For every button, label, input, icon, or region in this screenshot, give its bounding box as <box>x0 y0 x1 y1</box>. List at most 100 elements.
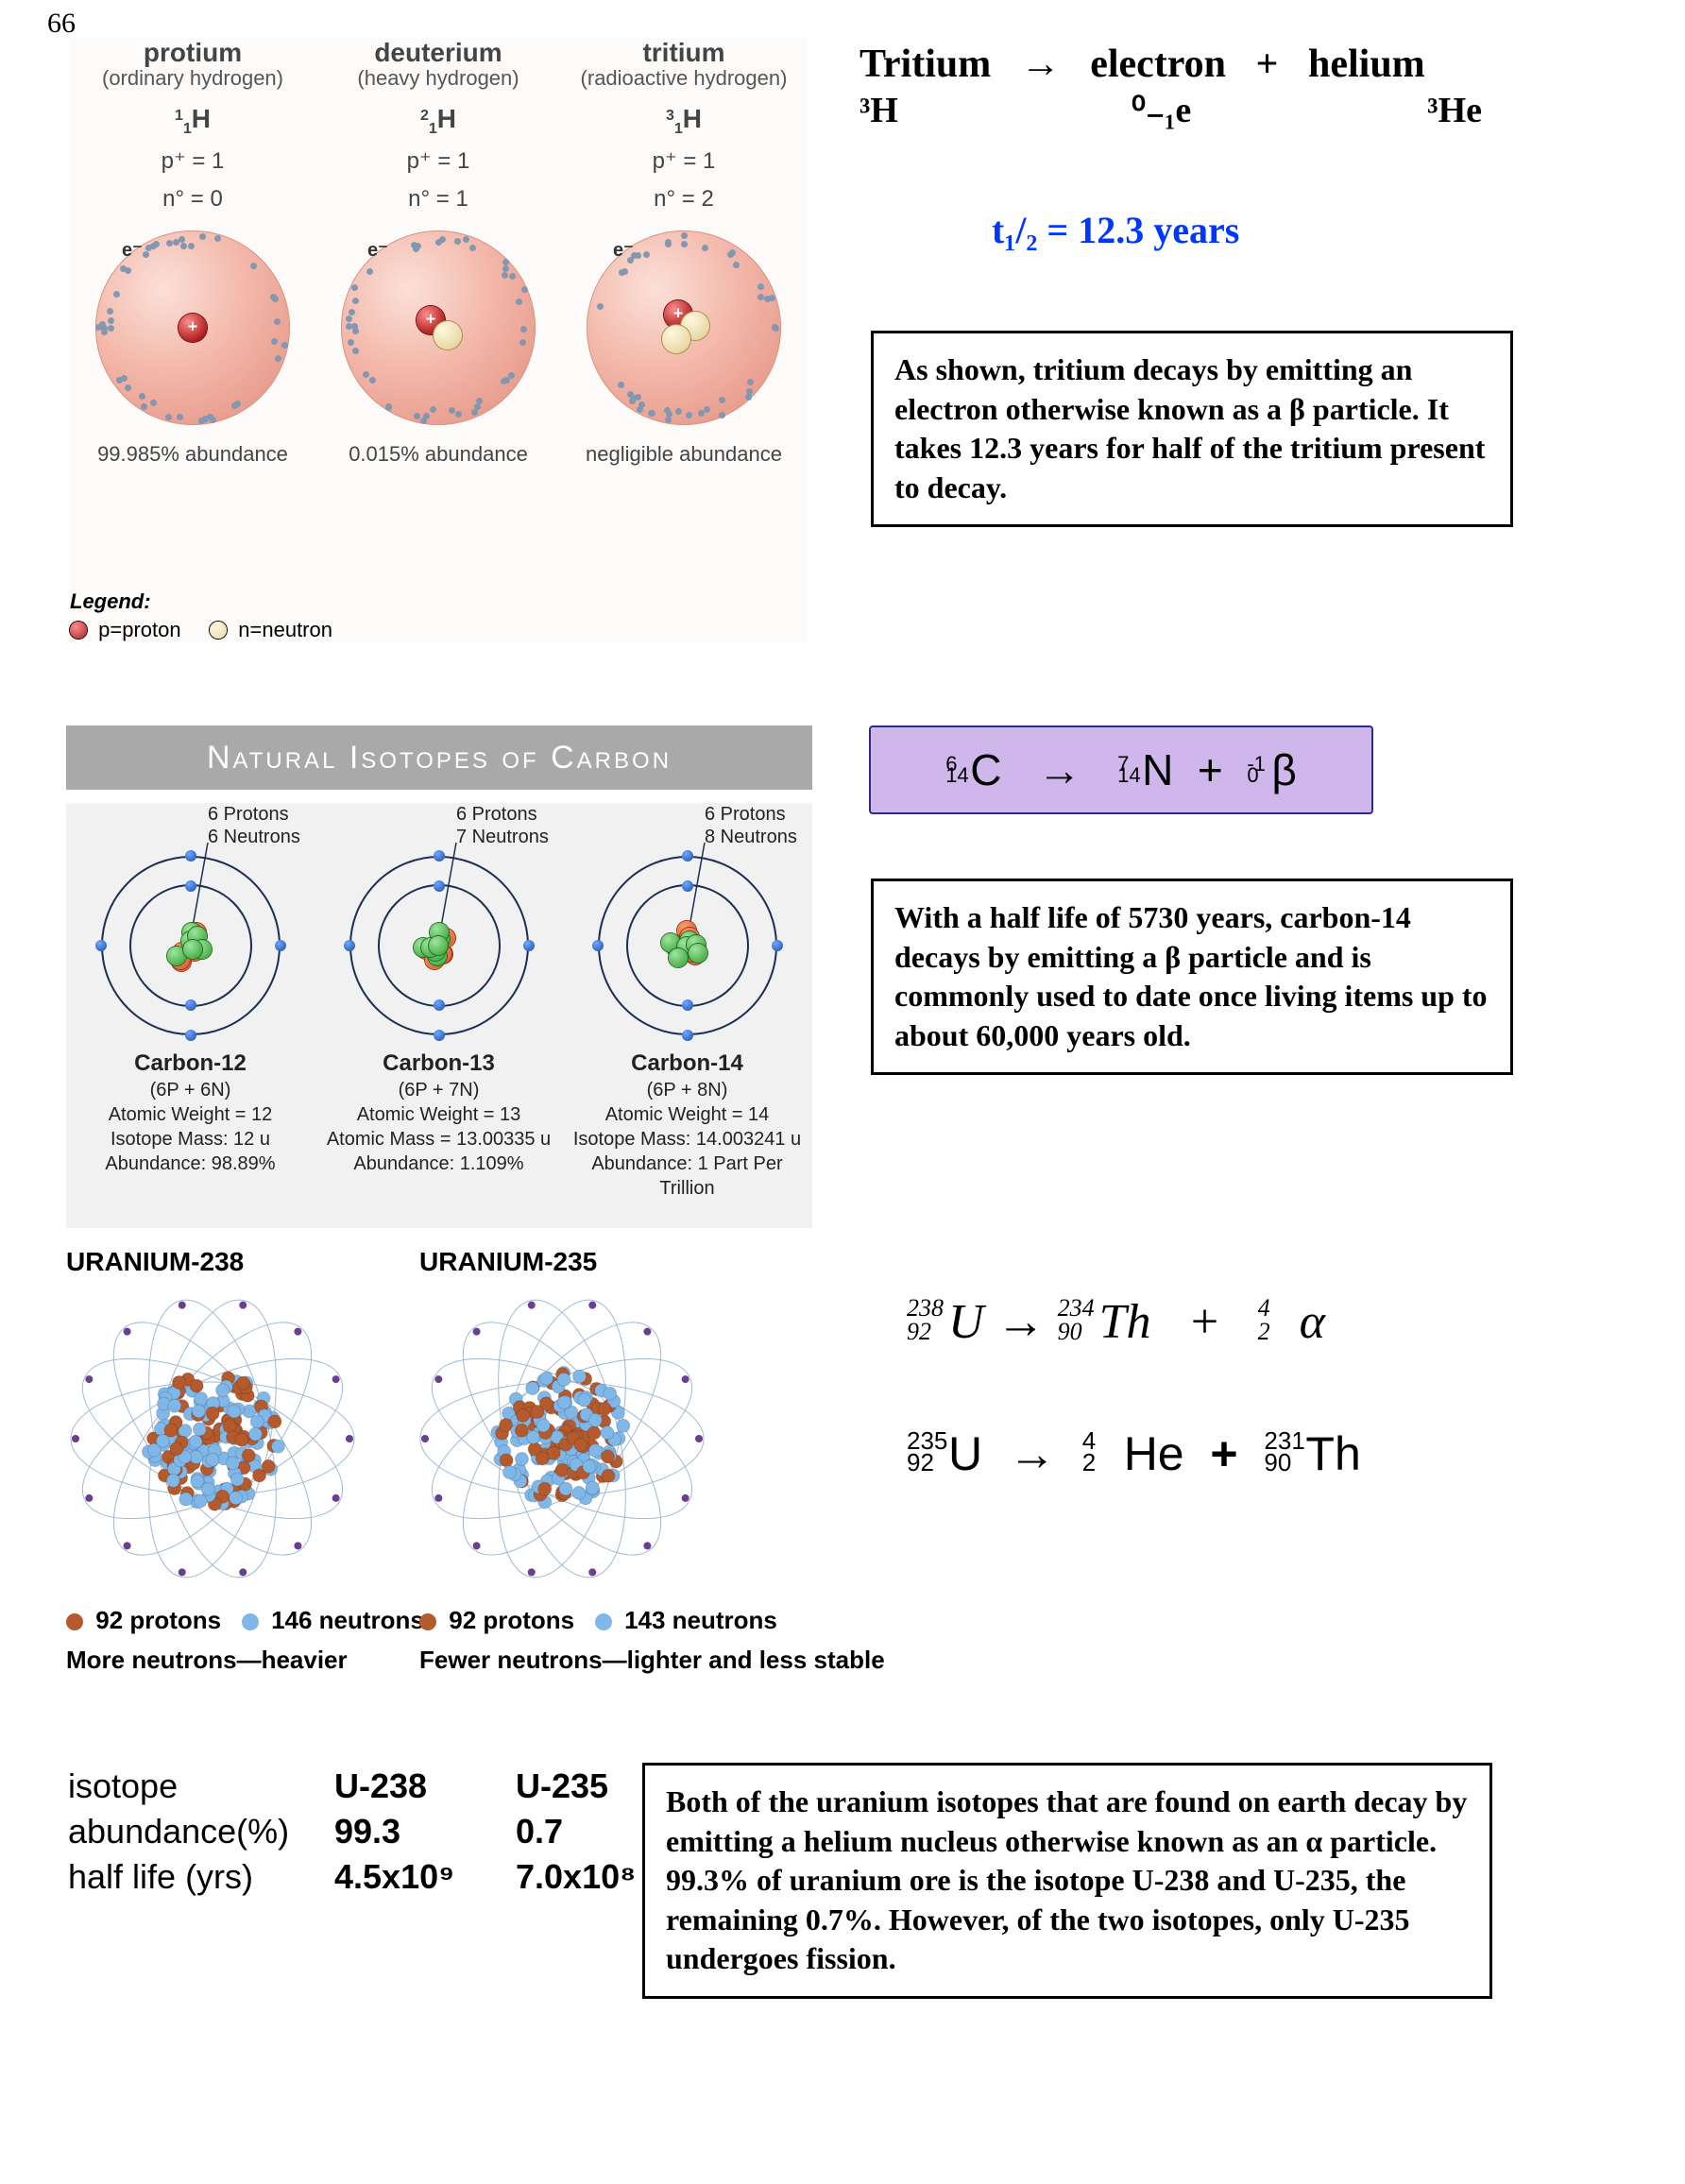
carbon-nucleus <box>409 915 469 976</box>
hydrogen-isotopes-panel: protium(ordinary hydrogen)11Hp⁺ = 1n° = … <box>70 38 807 642</box>
neutron-dot-icon <box>242 1613 259 1630</box>
h-name: deuterium <box>315 38 561 68</box>
h-protons: p⁺ = 1 <box>561 147 807 176</box>
carbon14-decay-equation: 14 6 C → 14 7 N + 0 -1 β <box>869 725 1373 814</box>
isotope-sphere: e⁻ <box>341 230 536 425</box>
legend-proton-label: p=proton <box>98 618 180 641</box>
u238-lhs: 238 92 U <box>907 1294 984 1350</box>
proton-dot-icon <box>66 1613 83 1630</box>
hydrogen-col-deuterium: deuterium(heavy hydrogen)21Hp⁺ = 1n° = 1… <box>315 38 561 467</box>
table-cell: half life (yrs) <box>68 1855 332 1899</box>
tritium-decay-equation: Tritium → electron + helium ³H ⁰₋₁e ³He <box>860 42 1634 131</box>
u238-atom-diagram <box>66 1292 359 1585</box>
u238-rhs2-X: α <box>1300 1295 1325 1349</box>
legend-title: Legend: <box>70 589 332 614</box>
table-cell: 4.5x10⁹ <box>334 1855 514 1899</box>
uranium-table: isotopeU-238U-235abundance(%)99.30.7half… <box>66 1763 697 1901</box>
u238-rhs1-Z: 90 <box>1058 1318 1082 1346</box>
u238-plus: + <box>1187 1295 1220 1349</box>
eq-arrow: → <box>1021 43 1061 86</box>
eq-sym-3h: ³H <box>860 90 1030 131</box>
carbon-col-c13: 6 Protons7 NeutronsCarbon-13(6P + 7N)Ato… <box>315 803 563 1176</box>
c14-rhs2: 0 -1 β <box>1247 727 1296 812</box>
h-protons: p⁺ = 1 <box>70 147 315 176</box>
hydrogen-legend: Legend: p=proton n=neutron <box>70 589 332 642</box>
table-row: abundance(%)99.30.7 <box>68 1810 695 1853</box>
proton-dot-icon <box>419 1613 436 1630</box>
u238-decay-equation: 238 92 U → 234 90 Th + 4 2 α <box>907 1294 1325 1350</box>
uranium-table-inner: isotopeU-238U-235abundance(%)99.30.7half… <box>66 1763 697 1901</box>
carbon-isotopes-panel: 6 Protons6 NeutronsCarbon-12(6P + 6N)Ato… <box>66 803 812 1228</box>
isotope-sphere: e⁻ <box>95 230 290 425</box>
u235-atom-diagram <box>416 1292 708 1585</box>
table-cell: abundance(%) <box>68 1810 332 1853</box>
u235-lhs-X: U <box>948 1427 982 1480</box>
u235-protons: 92 protons <box>449 1606 574 1634</box>
u238-lhs-Z: 92 <box>907 1318 931 1346</box>
u238-neutrons: 146 neutrons <box>271 1606 424 1634</box>
u235-rhs1-X: He <box>1124 1427 1184 1480</box>
hydrogen-col-protium: protium(ordinary hydrogen)11Hp⁺ = 1n° = … <box>70 38 315 467</box>
u238-rhs2-Z: 2 <box>1258 1318 1270 1346</box>
u238-legend: 92 protons 146 neutrons <box>66 1606 424 1635</box>
u235-title: URANIUM-235 <box>419 1247 597 1277</box>
hydrogen-col-tritium: tritium(radioactive hydrogen) 31H p⁺ = 1 n°… <box>561 38 807 467</box>
carbon-atom <box>101 856 281 1035</box>
u238-rhs1-X: Th <box>1099 1295 1151 1349</box>
u235-rhs2-X: Th <box>1305 1427 1360 1480</box>
abundance: 99.985% abundance <box>70 442 315 467</box>
abundance: 0.015% abundance <box>315 442 561 467</box>
h-neutrons: n° = 2 <box>561 185 807 213</box>
c14-rhs1-Z: 7 <box>1117 722 1129 807</box>
h-sub: (radioactive hydrogen) <box>561 66 807 91</box>
eq-word-tritium: Tritium <box>860 43 991 86</box>
isotope-sphere: e⁻ <box>587 230 781 425</box>
legend-neutron-label: n=neutron <box>238 618 332 641</box>
u235-rhs2: 231 90 Th <box>1264 1426 1360 1481</box>
table-cell: 99.3 <box>334 1810 514 1853</box>
carbon-atom <box>598 856 777 1035</box>
u238-title: URANIUM-238 <box>66 1247 244 1277</box>
legend-proton-swatch <box>70 622 87 639</box>
u235-legend: 92 protons 143 neutrons <box>419 1606 777 1635</box>
u235-decay-equation: 235 92 U → 4 2 He + 231 90 Th <box>907 1426 1361 1481</box>
neutron-dot-icon <box>595 1613 612 1630</box>
page-number: 66 <box>47 8 76 40</box>
u238-note: More neutrons—heavier <box>66 1646 348 1675</box>
u238-rhs1: 234 90 Th <box>1058 1294 1151 1350</box>
h-protons: p⁺ = 1 <box>315 147 561 176</box>
tritium-halflife: t₁/₂ = 12.3 years <box>992 208 1239 252</box>
legend-neutron-swatch <box>210 622 227 639</box>
u238-lhs-X: U <box>948 1295 984 1349</box>
h-symbol: 11H <box>70 104 315 138</box>
h-symbol: 31H <box>561 104 807 138</box>
carbon14-info-box: With a half life of 5730 years, carbon-1… <box>871 879 1513 1075</box>
c14-lhs-Z: 6 <box>945 722 957 807</box>
u235-note: Fewer neutrons—lighter and less stable <box>419 1646 885 1675</box>
h-sub: (heavy hydrogen) <box>315 66 561 91</box>
tritium-info-box: As shown, tritium decays by emitting an … <box>871 331 1513 527</box>
u235-neutrons: 143 neutrons <box>624 1606 777 1634</box>
carbon-col-c14: 6 Protons8 NeutronsCarbon-14(6P + 8N)Ato… <box>563 803 811 1201</box>
table-cell: U-238 <box>334 1765 514 1808</box>
carbon-atom <box>349 856 529 1035</box>
u235-plus: + <box>1210 1427 1237 1480</box>
h-name: tritium <box>561 38 807 68</box>
table-cell: isotope <box>68 1765 332 1808</box>
eq-word-electron: electron <box>1090 43 1226 86</box>
u235-rhs1-Z: 2 <box>1082 1448 1096 1477</box>
u235-lhs-Z: 92 <box>907 1448 934 1477</box>
uranium-info-box: Both of the uranium isotopes that are fo… <box>642 1763 1492 1999</box>
c14-rhs1: 14 7 N <box>1117 727 1173 812</box>
carbon-nucleus <box>161 915 221 976</box>
abundance: negligible abundance <box>561 442 807 467</box>
c14-rhs1-X: N <box>1142 745 1173 794</box>
u238-rhs2: 4 2 α <box>1258 1294 1325 1350</box>
c14-lhs-X: C <box>970 745 1001 794</box>
carbon-col-c12: 6 Protons6 NeutronsCarbon-12(6P + 6N)Ato… <box>66 803 315 1176</box>
carbon-isotopes-heading: Natural Isotopes of Carbon <box>66 725 812 790</box>
carbon-facts: Carbon-14(6P + 8N)Atomic Weight = 14Isot… <box>563 1049 811 1201</box>
h-neutrons: n° = 1 <box>315 185 561 213</box>
c14-arrow: → <box>1038 745 1081 794</box>
c14-plus: + <box>1198 745 1223 794</box>
